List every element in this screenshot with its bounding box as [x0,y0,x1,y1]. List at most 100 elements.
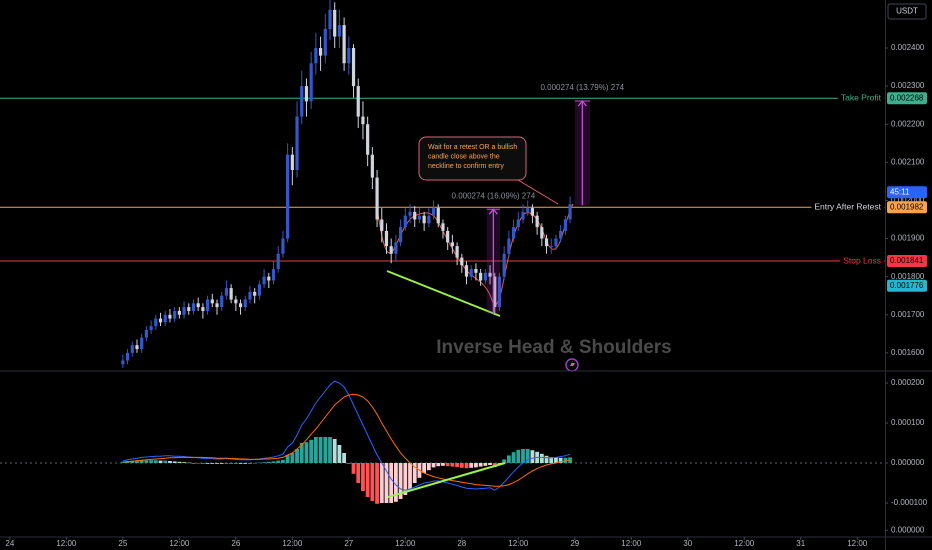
histogram-bar [412,463,417,483]
candle-body [182,307,186,315]
signal-line [122,393,571,487]
candle-body [427,215,431,224]
level-label: Take Profit [841,93,882,103]
histogram-bar [398,463,403,499]
candle-body [366,124,370,155]
histogram-bar [525,449,530,463]
level-label: Stop Loss [843,255,881,265]
histogram-bar [530,450,535,463]
candle-body [493,276,497,308]
levels: Take Profit Entry After Retest Stop Loss [0,91,885,267]
candle-body [295,116,299,170]
x-tick-label: 12:00 [847,539,868,548]
candle-body [281,238,285,254]
measure-label: 0.000274 (16.09%) 274 [452,191,536,200]
histogram-bar [375,463,379,504]
x-tick-label: 25 [118,539,127,548]
countdown-tag [887,186,927,199]
histogram-bar [323,437,328,463]
logo-bolt [570,360,575,370]
histogram-bar [346,463,351,464]
histogram-bar [200,463,205,464]
candle-body [205,299,210,311]
candle-body [446,230,450,243]
histogram-bar [233,463,238,464]
candle-body [408,211,412,216]
x-tick-label: 12:00 [734,539,755,548]
candle-body [511,227,516,239]
histogram-bar [393,463,398,502]
candle-body [394,242,398,254]
histogram-bar [488,463,492,465]
histogram-bar [328,437,332,463]
candle-body [286,154,290,239]
histogram-bar [149,460,154,463]
callout-line: Wait for a retest OR a bullish [428,144,517,151]
histogram-bar [337,445,342,463]
candle-body [234,299,238,304]
candle-body [413,211,417,220]
y-tick-label: 0.002200 [891,119,925,128]
histogram-bar [210,463,215,464]
candle-body [361,116,365,125]
histogram-bar [356,463,361,483]
candle-body [502,253,506,277]
histogram-bar [219,463,224,464]
candle-body [304,86,309,102]
histogram-bar [455,463,459,467]
callout-text: Wait for a retest OR a bullish candle clo… [428,144,517,170]
histogram-bar [502,459,507,463]
histogram-bar [563,457,568,463]
macd-trend-line [387,462,506,498]
candle-body [168,314,172,319]
candle-body [215,303,219,308]
histogram-bar [304,442,309,463]
candle-body [224,288,229,296]
candle-body [125,352,130,361]
candle-body [375,177,379,220]
histogram-bar [248,463,252,464]
candle-body [333,9,337,37]
histogram-bar [313,437,318,463]
level-tag [887,201,927,214]
histogram-bar [120,461,125,463]
x-tick-label: 12:00 [508,539,529,548]
candle-body [220,295,224,308]
histogram-bar [474,463,478,468]
trend-line [386,270,501,317]
histogram-bar [384,463,389,503]
candle-body [140,337,144,350]
candle-body [483,272,487,281]
histogram-bar [177,461,182,463]
x-tick-label: 12:00 [395,539,416,548]
histogram-bar [262,462,266,463]
candle-body [271,269,276,281]
candle-body [563,219,567,231]
callout-line: neckline to confirm entry [428,163,504,170]
histogram-bar [544,455,549,463]
candle-body [229,288,233,300]
candle-body [337,25,342,37]
histogram-bar [229,463,234,464]
histogram-bar [215,463,219,464]
candle-body [526,208,530,212]
macd-y-tick-label: 0.000000 [891,525,925,534]
histogram-bar [478,463,483,467]
candle-body [521,211,525,220]
callout-box [418,136,527,181]
macd-pane [0,380,885,504]
histogram-bar [191,463,196,464]
histogram-bar [205,463,210,464]
histogram-bar [511,452,516,463]
histogram-bar [558,457,563,463]
histogram-bar [431,463,436,468]
histogram-bar [342,453,347,463]
axes: 0.002400 0.002300 0.002200 0.002100 0.002000… [5,43,927,548]
histogram-bar [168,461,172,463]
candle-body [399,227,403,243]
histogram-bar [186,462,191,464]
histogram-bar [153,460,158,463]
y-tick-label: 0.002100 [891,157,925,166]
candle-body [535,215,539,228]
